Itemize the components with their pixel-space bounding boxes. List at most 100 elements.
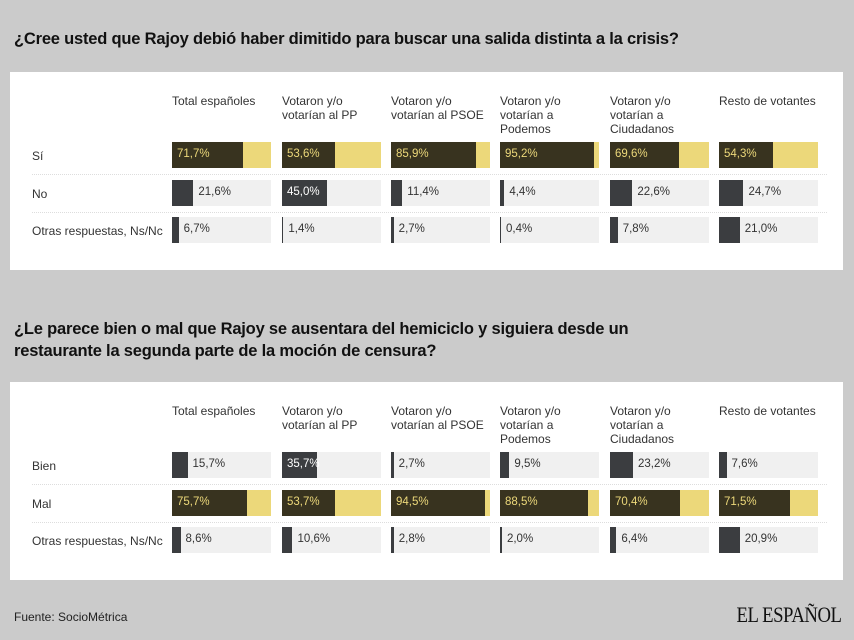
bar: [172, 180, 194, 206]
bar: [719, 527, 740, 553]
column-header: Votaron y/o votarían a Podemos: [500, 404, 561, 446]
data-label: 22,6%: [637, 186, 670, 198]
bar-track: 6,7%: [172, 217, 271, 243]
data-label: 85,9%: [396, 148, 429, 160]
column-header: Votaron y/o votarían al PP: [282, 94, 358, 122]
column-header: Votaron y/o votarían al PSOE: [391, 94, 484, 122]
bar: [610, 142, 679, 168]
column-header: Resto de votantes: [719, 94, 816, 108]
bar-track: 69,6%: [610, 142, 709, 168]
row-label: Mal: [32, 497, 52, 511]
bar-track: 0,4%: [500, 217, 599, 243]
column-header: Votaron y/o votarían a Podemos: [500, 94, 561, 136]
data-label: 6,4%: [621, 533, 648, 545]
column-header: Total españoles: [172, 404, 256, 418]
row-divider: [32, 174, 827, 175]
bar: [391, 142, 477, 168]
bar: [282, 527, 293, 553]
bar: [282, 452, 318, 478]
bar: [610, 452, 633, 478]
column-header: Votaron y/o votarían al PSOE: [391, 404, 484, 432]
bar: [719, 142, 773, 168]
bar-track: 45,0%: [282, 180, 381, 206]
data-label: 4,4%: [509, 186, 536, 198]
bar: [282, 217, 284, 243]
bar-track: 2,8%: [391, 527, 490, 553]
bar-track: 2,7%: [391, 452, 490, 478]
bar: [172, 490, 247, 516]
data-label: 75,7%: [177, 496, 210, 508]
bar-track: 85,9%: [391, 142, 490, 168]
bar-track: 21,6%: [172, 180, 271, 206]
bar: [500, 142, 595, 168]
row-label: Otras respuestas, Ns/Nc: [32, 224, 163, 238]
question-2: ¿Le parece bien o mal que Rajoy se ausen…: [14, 320, 629, 360]
row-divider: [32, 212, 827, 213]
bar: [610, 180, 633, 206]
bar-track: 54,3%: [719, 142, 818, 168]
data-label: 2,8%: [398, 533, 425, 545]
bar: [282, 180, 327, 206]
row-divider: [32, 484, 827, 485]
bar-track: 94,5%: [391, 490, 490, 516]
bar-track: 53,6%: [282, 142, 381, 168]
data-label: 9,5%: [514, 458, 541, 470]
column-header: Votaron y/o votarían a Ciudadanos: [610, 94, 675, 136]
bar-track: 20,9%: [719, 527, 818, 553]
bar-track: 35,7%: [282, 452, 381, 478]
bar: [610, 217, 618, 243]
column-header: Votaron y/o votarían al PP: [282, 404, 358, 432]
bar: [500, 452, 510, 478]
bar: [610, 490, 680, 516]
bar-track: 75,7%: [172, 490, 271, 516]
bar: [500, 527, 502, 553]
bar: [172, 217, 179, 243]
data-label: 1,4%: [288, 223, 315, 235]
bar-track: 1,4%: [282, 217, 381, 243]
data-label: 6,7%: [183, 223, 210, 235]
bar: [500, 490, 588, 516]
bar-track: 24,7%: [719, 180, 818, 206]
bar: [500, 180, 505, 206]
column-header: Votaron y/o votarían a Ciudadanos: [610, 404, 675, 446]
bar-track: 7,8%: [610, 217, 709, 243]
bar: [391, 527, 394, 553]
bar-track: 23,2%: [610, 452, 709, 478]
chart-panel-2: Total españoles Votaron y/o votarían al P…: [10, 382, 843, 580]
bar: [391, 180, 403, 206]
bar: [610, 527, 617, 553]
column-header: Total españoles: [172, 94, 256, 108]
bar: [719, 452, 727, 478]
data-label: 11,4%: [407, 186, 440, 198]
data-label: 53,7%: [287, 496, 320, 508]
bar: [172, 452, 188, 478]
data-label: 45,0%: [287, 186, 320, 198]
bar: [391, 490, 485, 516]
data-label: 53,6%: [287, 148, 320, 160]
row-divider: [32, 522, 827, 523]
source-note: Fuente: SocioMétrica: [14, 610, 128, 624]
row-label: Bien: [32, 459, 57, 473]
chart-panel-1: Total españoles Votaron y/o votarían al P…: [10, 72, 843, 270]
data-label: 88,5%: [505, 496, 538, 508]
bar: [172, 142, 243, 168]
bar-track: 10,6%: [282, 527, 381, 553]
data-label: 20,9%: [744, 533, 778, 545]
data-label: 0,4%: [506, 223, 533, 235]
bar-track: 71,7%: [172, 142, 271, 168]
bar-track: 95,2%: [500, 142, 599, 168]
bar-track: 4,4%: [500, 180, 599, 206]
row-label: Otras respuestas, Ns/Nc: [32, 534, 163, 548]
data-label: 8,6%: [185, 533, 212, 545]
bar-track: 88,5%: [500, 490, 599, 516]
bar: [282, 142, 336, 168]
bar-track: 6,4%: [610, 527, 709, 553]
data-label: 71,7%: [177, 148, 210, 160]
bar: [500, 217, 501, 243]
bar: [391, 217, 394, 243]
data-label: 2,0%: [506, 533, 534, 545]
data-label: 21,0%: [744, 223, 778, 235]
data-label: 7,8%: [622, 223, 649, 235]
data-label: 71,5%: [724, 496, 757, 508]
bar-track: 11,4%: [391, 180, 490, 206]
